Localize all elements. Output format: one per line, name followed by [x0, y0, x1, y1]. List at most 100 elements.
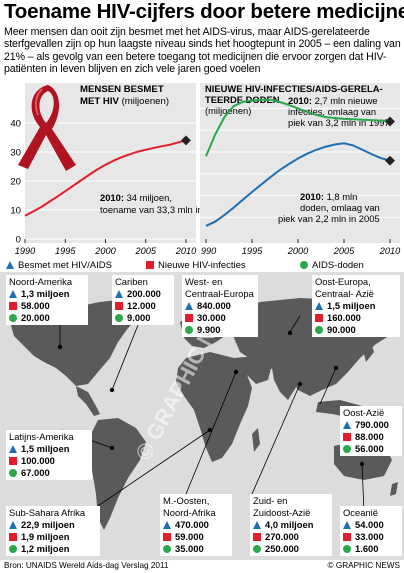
square-icon [343, 533, 351, 541]
chart1-annotation-l1: 2010: 34 miljoen, [100, 192, 172, 203]
chart2-unit: (miljoenen) [205, 105, 251, 116]
region-new: 30.000 [185, 312, 255, 324]
region-new: 33.000 [343, 531, 399, 543]
region-box: M.-Oosten, Noord-Afrika 470.000 59.000 3… [160, 494, 232, 556]
triangle-icon [343, 521, 351, 529]
region-box: West- en Centraal-Europa 840.000 30.000 … [182, 275, 258, 337]
square-icon [9, 533, 17, 541]
square-icon [185, 314, 193, 322]
chart1-unit: (miljoenen) [122, 96, 169, 107]
region-deaths: 250.000 [253, 543, 329, 555]
circle-icon [185, 326, 193, 334]
series-line-infected [24, 139, 187, 217]
square-icon [9, 302, 17, 310]
chart1-annotation-l2: toename van 33,3 mln in 2009 [100, 204, 200, 215]
x-tick-label: 2000 [94, 246, 116, 256]
region-infected: 22,9 miljoen [9, 519, 97, 531]
region-infected: 54.000 [343, 519, 399, 531]
source-text: Bron: UNAIDS Wereld Aids-dag Verslag 201… [4, 561, 169, 570]
x-tick-label: 2010 [379, 246, 401, 256]
region-name: M.-Oosten, Noord-Afrika [163, 495, 216, 518]
square-icon [343, 433, 351, 441]
central-america-shape [76, 386, 100, 416]
circle-icon [9, 314, 17, 322]
x-tick-label: 2005 [333, 246, 355, 256]
chart2-annotation-bottom-l3: piek van 2,2 mln in 2005 [278, 213, 380, 224]
chart2-annotation-bottom-l1: 2010: 1,8 mln [300, 191, 357, 202]
x-tick-label: 1990 [15, 246, 36, 256]
region-infected: 470.000 [163, 519, 229, 531]
region-box: Latijns-Amerika 1,5 miljoen 100.000 67.0… [6, 430, 92, 480]
region-box: Cariben 200.000 12.000 9.000 [112, 275, 174, 325]
new-zealand-shape [390, 482, 398, 496]
region-new: 12.000 [115, 300, 171, 312]
square-icon [146, 261, 154, 269]
region-name: Oost-Azië [343, 407, 385, 418]
region-infected: 1,3 miljoen [9, 288, 85, 300]
region-infected: 840.000 [185, 300, 255, 312]
x-tick-label: 2005 [135, 246, 157, 256]
region-deaths: 20.000 [9, 312, 85, 324]
circle-icon [315, 326, 323, 334]
region-name: Noord-Amerika [9, 276, 73, 287]
red-ribbon-icon [18, 85, 76, 171]
region-name: Zuid- en Zuidoost-Azië [253, 495, 311, 518]
triangle-icon [9, 445, 17, 453]
triangle-icon [6, 261, 14, 269]
chart1-title-l1: MENSEN BESMET [80, 84, 164, 95]
region-name: Cariben [115, 276, 148, 287]
square-icon [115, 302, 123, 310]
y-tick-label: 0 [16, 235, 21, 246]
region-new: 59.000 [163, 531, 229, 543]
world-map-panel: © GRAPHIC NEWS Noord-Amerika 1,3 miljoen… [0, 272, 404, 560]
circle-icon [343, 545, 351, 553]
triangle-icon [185, 302, 193, 310]
intro-text: Meer mensen dan ooit zijn besmet met het… [4, 26, 401, 76]
region-deaths: 56.000 [343, 443, 399, 455]
page-title: Toename HIV-cijfers door betere medicijn… [4, 0, 404, 23]
y-tick-label: 40 [10, 119, 21, 130]
x-tick-label: 1990 [200, 246, 217, 256]
circle-icon [300, 261, 308, 269]
chart1-title-l2: MET HIV (miljoenen) [80, 96, 169, 107]
middle-east-shape [234, 356, 272, 384]
chart2-annotation-top-l2: infecties, omlaag van [288, 106, 376, 117]
square-icon [315, 314, 323, 322]
series-line-aids-deaths [205, 142, 391, 227]
circle-icon [9, 469, 17, 477]
region-new: 100.000 [9, 455, 89, 467]
chart2-annotation-top-l3: piek van 3,2 mln in 1997 [288, 117, 390, 128]
legend: Besmet met HIV/AIDS Nieuwe HIV-infecties… [0, 258, 404, 272]
square-icon [253, 533, 261, 541]
region-box: Oost-Azië 790.000 88.000 56.000 [340, 406, 402, 456]
triangle-icon [253, 521, 261, 529]
circle-icon [343, 445, 351, 453]
region-infected: 1,5 miljoen [315, 300, 397, 312]
region-new: 88.000 [343, 431, 399, 443]
region-new: 270.000 [253, 531, 329, 543]
series-line-new-infections [205, 98, 391, 157]
region-deaths: 9.900 [185, 324, 255, 336]
circle-icon [9, 545, 17, 553]
region-new: 1,9 miljoen [9, 531, 97, 543]
y-tick-label: 10 [10, 206, 21, 217]
new-infections-chart: 1990 1995 2000 2005 2010 NIEUWE HIV-INFECTIE… [200, 83, 401, 256]
region-new: 58.000 [9, 300, 85, 312]
madagascar-shape [252, 428, 260, 452]
triangle-icon [343, 421, 351, 429]
square-icon [9, 457, 17, 465]
region-infected: 4,0 miljoen [253, 519, 329, 531]
credit-text: © GRAPHIC NEWS [327, 561, 400, 570]
region-deaths: 67.000 [9, 467, 89, 479]
series-endpoint [181, 135, 191, 146]
circle-icon [163, 545, 171, 553]
triangle-icon [115, 290, 123, 298]
y-tick-label: 20 [10, 177, 21, 188]
region-name: Oost-Europa, Centraal- Azië [315, 276, 374, 299]
region-name: West- en Centraal-Europa [185, 276, 254, 299]
region-deaths: 9.000 [115, 312, 171, 324]
square-icon [163, 533, 171, 541]
triangle-icon [315, 302, 323, 310]
x-tick-label: 1995 [242, 246, 263, 256]
region-box: Zuid- en Zuidoost-Azië 4,0 miljoen 270.0… [250, 494, 332, 556]
